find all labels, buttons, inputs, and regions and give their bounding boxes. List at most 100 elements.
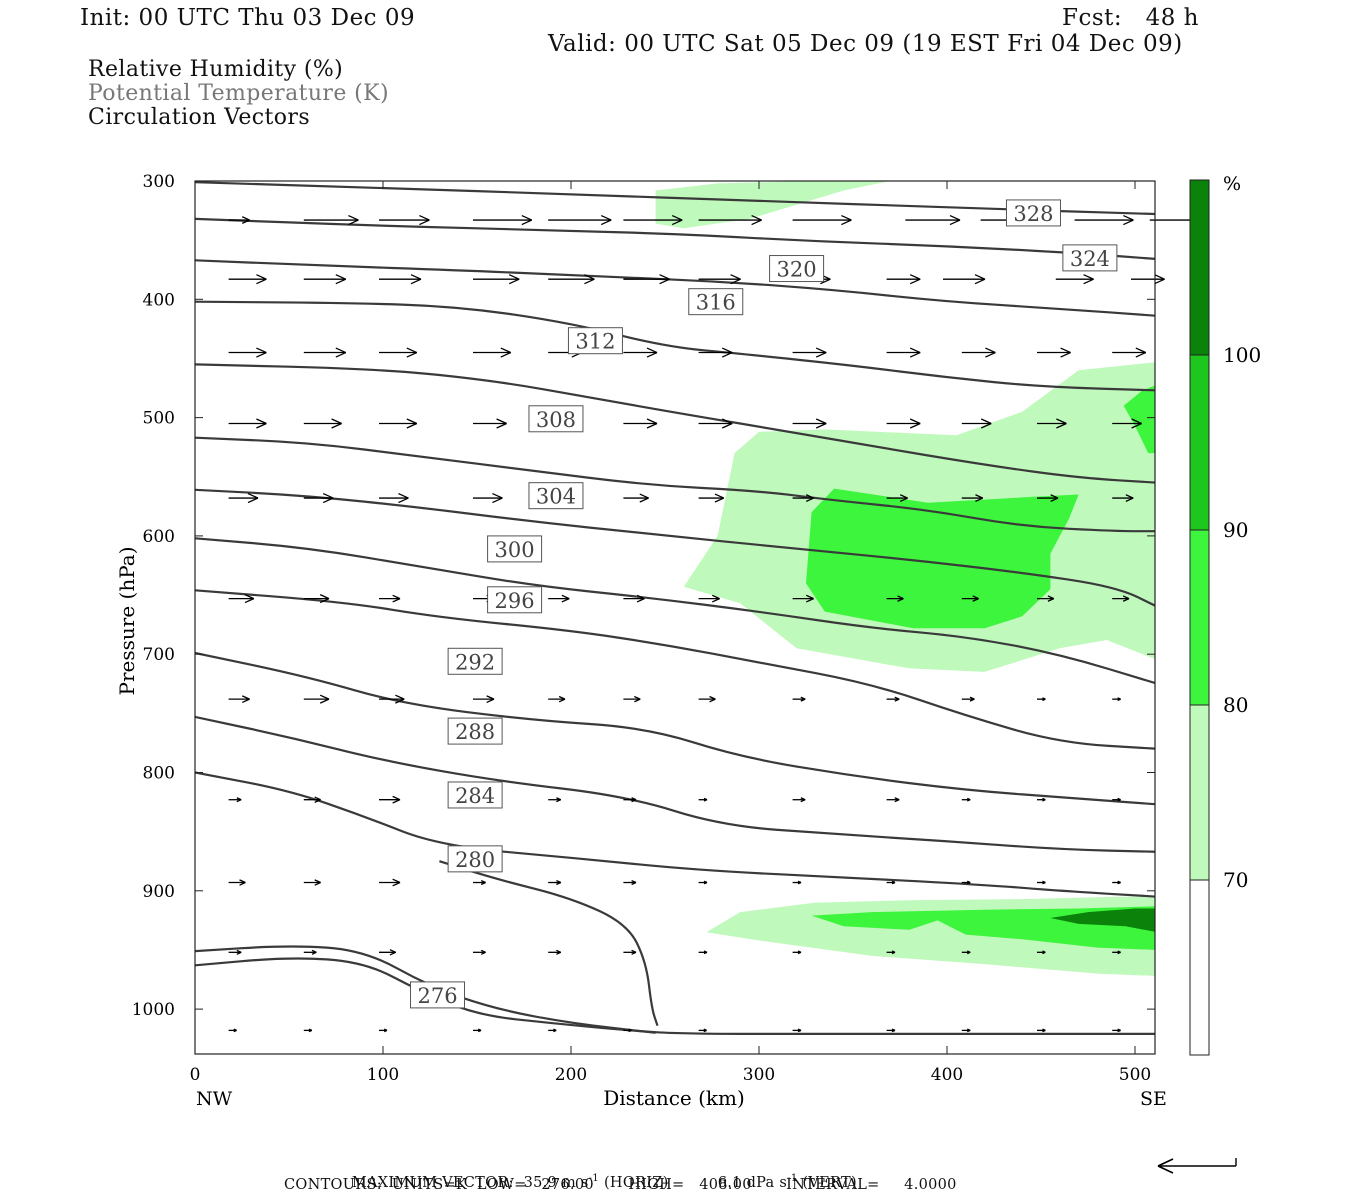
circulation-vector xyxy=(473,879,486,886)
circulation-vector xyxy=(886,347,921,358)
vector-head-upper xyxy=(980,418,992,425)
circulation-vector xyxy=(792,950,802,955)
circulation-vector xyxy=(1112,347,1147,358)
vector-head-lower xyxy=(319,598,330,604)
circulation-vector xyxy=(698,274,741,285)
vector-head-lower xyxy=(1060,351,1071,358)
vector-head-lower xyxy=(398,497,409,504)
circulation-vector xyxy=(623,1028,632,1033)
vector-head-lower xyxy=(1117,799,1121,802)
circulation-vector xyxy=(1112,595,1130,602)
vector-head-lower xyxy=(558,698,566,703)
vector-head-upper xyxy=(256,274,267,280)
isentrope-276 xyxy=(195,957,1155,1036)
circulation-vector xyxy=(886,274,921,285)
circulation-vector xyxy=(548,1028,557,1033)
isentrope-label-316: 316 xyxy=(688,288,744,316)
isentrope-308 xyxy=(195,436,1155,533)
circulation-vector xyxy=(228,594,255,604)
isentrope-label-box-304 xyxy=(528,482,584,510)
vector-head-lower xyxy=(335,351,347,358)
isentrope-label-box-320 xyxy=(769,255,825,283)
colorbar: 70 80 90 100% xyxy=(1189,173,1261,1056)
vector-head-lower xyxy=(244,598,255,604)
vector-head-lower xyxy=(721,422,733,429)
vector-head-lower xyxy=(406,422,418,429)
vector-head-upper xyxy=(241,216,250,221)
circulation-vector xyxy=(698,695,716,703)
circulation-vector xyxy=(623,695,641,703)
circulation-vector xyxy=(473,418,507,429)
circulation-vector xyxy=(303,274,347,285)
vector-head-upper xyxy=(714,493,725,499)
vector-head-lower xyxy=(492,497,503,504)
vector-head-lower xyxy=(975,497,984,502)
circulation-vector xyxy=(1037,494,1059,502)
y-tick-label-500: 500 xyxy=(143,409,175,429)
vector-head-lower xyxy=(1154,278,1165,285)
colorbar-label-70: 70 xyxy=(1223,868,1248,892)
circulation-vector xyxy=(961,797,971,802)
vector-head-lower xyxy=(241,219,250,224)
vector-head-lower xyxy=(974,278,986,285)
vector-head-lower xyxy=(751,219,762,226)
vector-head-lower xyxy=(1135,351,1147,358)
vector-head-upper xyxy=(909,274,921,280)
circulation-vector xyxy=(1055,274,1094,285)
colorbar-unit: % xyxy=(1223,173,1241,195)
circulation-vector xyxy=(886,1028,896,1033)
isentrope-316 xyxy=(195,300,1155,392)
isentrope-label-292: 292 xyxy=(447,647,503,675)
field-rh-label: Relative Humidity (%) xyxy=(88,57,344,82)
isentrope-label-box-280 xyxy=(447,845,503,873)
vector-head-lower xyxy=(496,422,507,429)
vector-head-upper xyxy=(395,694,405,700)
isentrope-label-box-324 xyxy=(1062,244,1118,272)
isentrope-label-308: 308 xyxy=(528,405,584,433)
circulation-vector xyxy=(792,214,852,226)
circulation-vector xyxy=(961,347,996,358)
vector-head-upper xyxy=(897,595,904,600)
circulation-vector xyxy=(961,696,975,702)
vector-head-lower xyxy=(894,698,900,702)
circulation-vector xyxy=(228,1028,237,1033)
circulation-vector xyxy=(623,594,645,603)
circulation-vector xyxy=(303,594,330,604)
isentrope-300 xyxy=(195,537,1155,685)
circulation-vector xyxy=(1037,697,1046,702)
vector-head-lower xyxy=(714,497,725,503)
vector-head-lower xyxy=(410,278,422,285)
vector-head-lower xyxy=(639,497,649,503)
isentrope-label-text-296: 296 xyxy=(495,589,535,613)
circulation-vectors xyxy=(228,214,1205,1033)
vector-head-upper xyxy=(636,594,645,600)
isentrope-label-text-312: 312 xyxy=(575,330,615,354)
circulation-vector xyxy=(473,695,495,704)
circulation-vector xyxy=(1037,797,1046,802)
x-tick-label-200: 200 xyxy=(555,1065,587,1085)
max-horiz-tag: (HORIZ) xyxy=(603,1174,669,1191)
vector-head-lower xyxy=(236,799,242,803)
circulation-vector xyxy=(228,695,250,704)
vector-head-lower xyxy=(392,799,401,804)
isentrope-label-box-300 xyxy=(487,535,543,563)
vector-head-lower xyxy=(820,278,831,285)
vector-head-lower xyxy=(1131,422,1142,429)
circulation-vector xyxy=(548,949,562,955)
colorbar-segment-3 xyxy=(1190,355,1209,530)
vector-head-lower xyxy=(659,278,670,285)
vector-head-upper xyxy=(406,347,418,354)
circulation-vector xyxy=(303,347,347,358)
circulation-vector xyxy=(1074,214,1134,226)
vector-head-upper xyxy=(1050,494,1059,499)
circulation-vector xyxy=(548,214,612,226)
vector-head-lower xyxy=(256,422,267,429)
x-tick-label-400: 400 xyxy=(931,1065,963,1085)
vector-head-upper xyxy=(256,418,267,425)
vector-head-lower xyxy=(891,951,896,955)
x-tick-label-0: 0 xyxy=(190,1065,201,1085)
circulation-vector xyxy=(1131,274,1165,285)
vector-head-upper xyxy=(634,695,641,700)
circulation-vector xyxy=(961,1028,971,1033)
